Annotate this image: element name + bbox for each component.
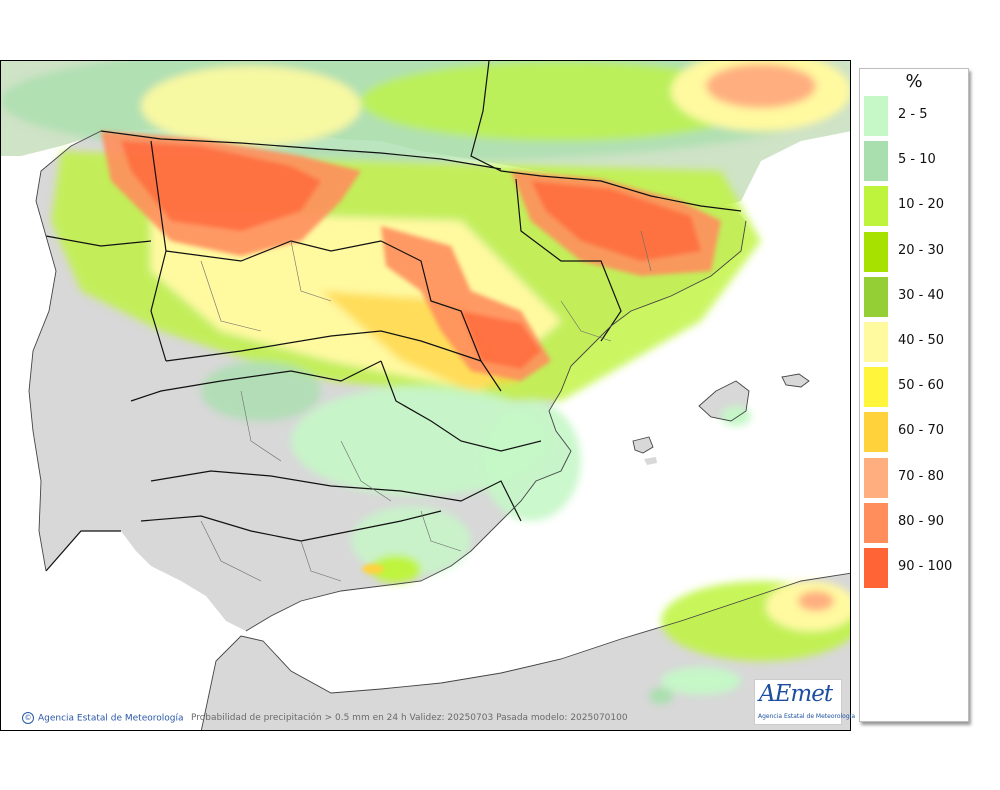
credit-text: Agencia Estatal de Meteorología	[38, 713, 184, 724]
formentera-land	[644, 457, 657, 465]
legend-swatch	[864, 96, 888, 136]
legend-swatch	[864, 276, 888, 317]
legend-item: 10 - 20	[864, 186, 968, 227]
legend-label: 60 - 70	[898, 423, 945, 439]
legend-item: 5 - 10	[864, 141, 968, 182]
aemet-logo: AEmet Agencia Estatal de Meteorología	[754, 679, 855, 725]
legend-label: 80 - 90	[898, 513, 945, 529]
legend-label: 50 - 60	[898, 378, 945, 394]
legend-label: 40 - 50	[898, 333, 945, 348]
legend-swatch	[864, 367, 888, 408]
legend-swatch	[864, 502, 888, 543]
legend-swatch	[864, 186, 888, 227]
legend-item: 30 - 40	[864, 276, 968, 317]
high-probability-zones	[101, 131, 721, 574]
map-caption: Probabilidad de precipitación > 0.5 mm e…	[191, 713, 628, 723]
legend-item: 70 - 80	[864, 457, 968, 498]
legend-swatch	[864, 231, 888, 272]
borders	[45, 61, 742, 572]
legend-label: 10 - 20	[898, 197, 945, 213]
legend-swatch	[864, 322, 888, 362]
coastlines	[28, 130, 850, 730]
legend-item: 40 - 50	[864, 322, 968, 362]
ibiza-land	[633, 437, 653, 453]
legend-label: 5 - 10	[898, 152, 936, 168]
province-borders	[200, 230, 652, 582]
legend-item: 2 - 5	[864, 96, 968, 136]
legend-item: 50 - 60	[864, 367, 968, 408]
legend-item: 90 - 100	[864, 548, 968, 588]
precipitation-probability-map[interactable]	[0, 60, 851, 731]
legend-label: 90 - 100	[898, 559, 953, 574]
legend-swatch	[864, 457, 888, 498]
logo-subtitle: Agencia Estatal de Meteorología	[758, 713, 855, 720]
menorca-land	[782, 374, 809, 387]
legend-swatch	[864, 548, 888, 588]
legend-swatch	[864, 412, 888, 453]
legend-item: 20 - 30	[864, 231, 968, 272]
legend-label: 2 - 5	[898, 107, 928, 122]
legend-panel: % 2 - 5 5 - 10 10 - 20 20 - 30 30 - 40 40 - 5…	[859, 68, 969, 722]
credit-line: © Agencia Estatal de Meteorología	[22, 712, 184, 724]
copyright-icon: ©	[22, 712, 34, 724]
legend-swatch	[864, 141, 888, 182]
logo-wordmark: AEmet	[759, 681, 833, 707]
legend-label: 30 - 40	[898, 287, 945, 303]
legend-unit: %	[905, 71, 923, 92]
legend-item: 60 - 70	[864, 412, 968, 453]
legend-label: 70 - 80	[898, 468, 945, 484]
legend-label: 20 - 30	[898, 242, 945, 258]
legend-item: 80 - 90	[864, 502, 968, 543]
